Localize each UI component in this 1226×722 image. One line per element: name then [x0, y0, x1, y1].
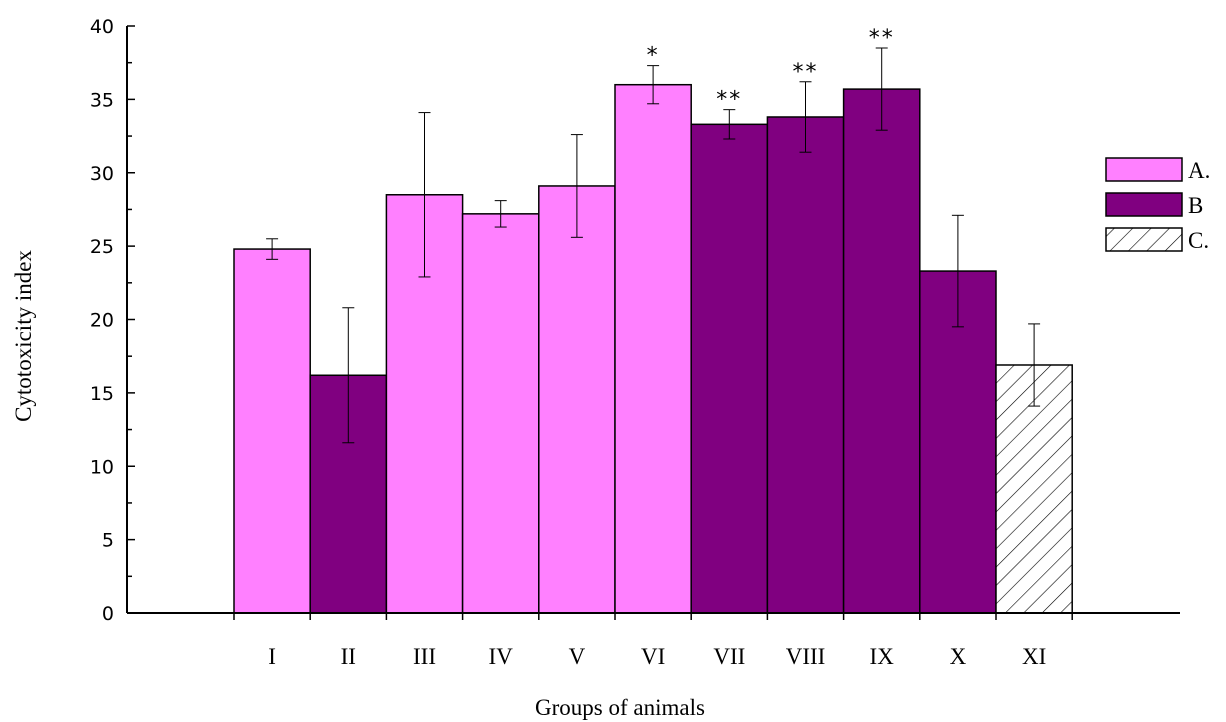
- error-bar-VI: [647, 65, 660, 105]
- legend-swatch-C: [1105, 227, 1183, 252]
- bar-I: [233, 248, 311, 614]
- y-axis-title: Cytotoxicity index: [11, 250, 36, 422]
- legend-item-B: B: [1105, 192, 1203, 218]
- error-bar-X: [951, 214, 964, 328]
- x-tick-label-IX: IX: [870, 644, 895, 669]
- error-bar-VIII: [799, 81, 812, 153]
- y-tick-label: 25: [90, 236, 114, 258]
- x-tick-label-II: II: [341, 644, 356, 669]
- x-tick-label-VIII: VIII: [786, 644, 826, 669]
- x-tick-label-X: X: [950, 644, 967, 669]
- x-tick-label-VII: VII: [713, 644, 745, 669]
- x-tick-label-I: I: [268, 644, 276, 669]
- legend-swatch-A: [1105, 157, 1183, 182]
- legend-swatch-B: [1105, 192, 1183, 217]
- legend-label-C: C.: [1188, 228, 1209, 253]
- x-tick-label-IV: IV: [489, 644, 514, 669]
- bars-layer: *******: [233, 26, 1073, 614]
- legend: A. B C.: [1105, 157, 1210, 253]
- x-tick-label-XI: XI: [1022, 644, 1046, 669]
- x-tick-label-III: III: [413, 644, 436, 669]
- bar-IX: [842, 88, 921, 614]
- legend-label-A: A.: [1188, 158, 1210, 183]
- legend-item-A: A.: [1105, 157, 1210, 183]
- bar-VI: [614, 83, 692, 614]
- bar-X: [919, 270, 997, 614]
- y-tick-label: 15: [90, 383, 114, 405]
- x-tick-label-VI: VI: [641, 644, 665, 669]
- error-bar-V: [570, 134, 583, 238]
- error-bar-I: [266, 238, 279, 260]
- y-tick-label: 40: [90, 16, 114, 38]
- bar-V: [538, 185, 616, 614]
- bar-VII: [690, 123, 769, 614]
- error-bar-VII: [723, 109, 736, 140]
- bar-IV: [461, 213, 540, 614]
- error-bar-II: [342, 307, 355, 444]
- significance-label-VIII: **: [793, 60, 819, 85]
- y-tick-label: 0: [102, 603, 114, 625]
- significance-label-VII: **: [716, 88, 742, 113]
- significance-label-VI: *: [647, 44, 660, 69]
- error-bar-IV: [494, 200, 507, 228]
- y-tick-label: 30: [90, 163, 114, 185]
- error-bar-III: [418, 112, 431, 278]
- y-tick-label: 10: [90, 456, 114, 478]
- x-axis-title: Groups of animals: [535, 695, 705, 720]
- legend-label-B: B: [1188, 193, 1203, 218]
- error-bar-XI: [1028, 323, 1041, 407]
- x-tick-label-V: V: [569, 644, 586, 669]
- y-tick-label: 20: [90, 310, 114, 332]
- significance-label-IX: **: [869, 26, 895, 51]
- y-tick-label: 35: [90, 89, 114, 111]
- error-bar-IX: [875, 47, 888, 131]
- y-tick-label: 5: [102, 530, 114, 552]
- bar-VIII: [766, 116, 845, 614]
- legend-item-C: C.: [1105, 227, 1209, 253]
